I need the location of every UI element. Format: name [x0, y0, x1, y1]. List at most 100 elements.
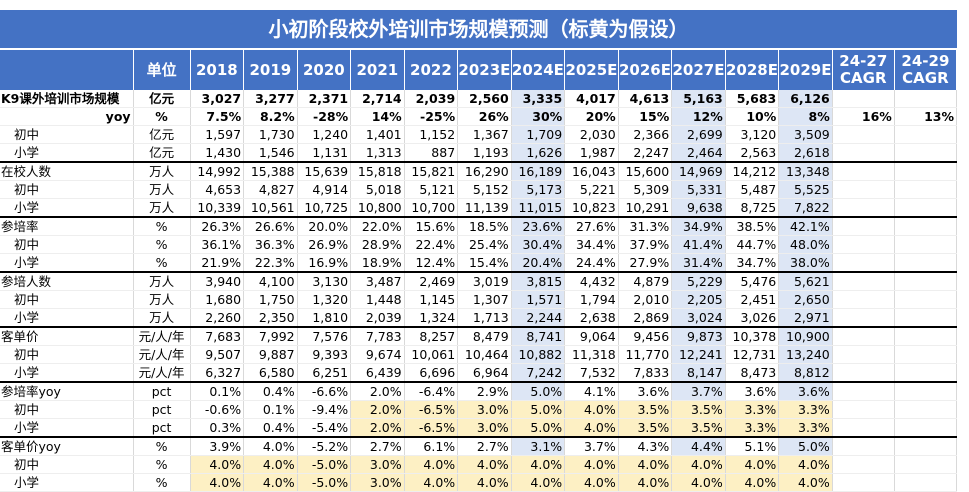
cagr-cell — [832, 180, 895, 199]
cagr-cell — [894, 180, 958, 199]
value-cell: 8% — [778, 107, 833, 126]
value-cell: 4,432 — [564, 271, 619, 291]
value-cell: 2,247 — [618, 143, 673, 163]
value-cell: 2,366 — [618, 125, 673, 144]
value-cell: 4.0% — [671, 473, 726, 492]
table-row: 初中 万人 1,680 1,750 1,320 1,448 1,145 1,307 1,571 1… — [0, 290, 958, 309]
unit-cell: % — [133, 235, 191, 254]
unit-cell: 亿元 — [133, 143, 191, 163]
value-cell: 4.0% — [725, 455, 780, 474]
value-cell: 4.0% — [243, 455, 298, 474]
value-cell: 3,277 — [243, 90, 298, 108]
cagr-cell — [894, 125, 958, 144]
row-label: 在校人数 — [0, 161, 134, 181]
value-cell: 9,887 — [243, 345, 298, 364]
value-cell: 5,018 — [350, 180, 405, 199]
value-cell: 15,639 — [297, 161, 352, 181]
value-cell: -25% — [404, 107, 459, 126]
header-row: 单位 2018 2019 2020 2021 2022 2023E 2024E 2025E 202… — [0, 50, 958, 90]
value-cell: 1,152 — [404, 125, 459, 144]
value-cell: 8,741 — [511, 326, 566, 346]
cagr-cell — [894, 308, 958, 328]
value-cell: 5,152 — [457, 180, 512, 199]
value-cell: 4.0% — [618, 473, 673, 492]
value-cell: 5,331 — [671, 180, 726, 199]
value-cell: 34.4% — [564, 235, 619, 254]
table-row: 初中 元/人/年 9,507 9,887 9,393 9,674 10,061 10,464 1… — [0, 345, 958, 364]
cagr-cell — [832, 216, 895, 236]
value-cell: 8,257 — [404, 326, 459, 346]
header-cell: 2022 — [404, 50, 459, 90]
value-cell: 12% — [671, 107, 726, 126]
value-cell: 3,487 — [350, 271, 405, 291]
value-cell: 2,464 — [671, 143, 726, 163]
value-cell: 1,320 — [297, 290, 352, 309]
value-cell: 1,131 — [297, 143, 352, 163]
value-cell: 9,674 — [350, 345, 405, 364]
value-cell: 4.0% — [511, 473, 566, 492]
value-cell: 16,189 — [511, 161, 566, 181]
value-cell: 1,626 — [511, 143, 566, 163]
value-cell: 887 — [404, 143, 459, 163]
value-cell: 4.0% — [243, 436, 298, 456]
value-cell: 1,597 — [190, 125, 245, 144]
cagr-cell — [894, 235, 958, 254]
value-cell: 3.3% — [778, 400, 833, 419]
value-cell: 3.6% — [618, 381, 673, 401]
value-cell: 14,969 — [671, 161, 726, 181]
value-cell: 4,100 — [243, 271, 298, 291]
table-row: 参培率yoy pct 0.1% 0.4% -6.6% 2.0% -6.4% 2.9% 5.0% 4… — [0, 381, 958, 401]
value-cell: 2,971 — [778, 308, 833, 328]
value-cell: 1,730 — [243, 125, 298, 144]
value-cell: 15% — [618, 107, 673, 126]
row-label: 客单价yoy — [0, 436, 134, 456]
cagr-cell — [894, 436, 958, 456]
value-cell: 7.5% — [190, 107, 245, 126]
value-cell: 2,650 — [778, 290, 833, 309]
value-cell: 4.0% — [190, 455, 245, 474]
value-cell: 3.7% — [564, 436, 619, 456]
cagr-cell — [832, 326, 895, 346]
value-cell: -6.5% — [404, 418, 459, 438]
value-cell: 3.0% — [457, 418, 512, 438]
table-row: 客单价yoy% 3.9% 4.0% -5.2% 2.7% 6.1% 2.7% 3.1% 3.7%… — [0, 436, 958, 456]
value-cell: 5,221 — [564, 180, 619, 199]
table-row: 小学 元/人/年 6,327 6,580 6,251 6,439 6,696 6,964 7,2… — [0, 363, 958, 383]
cagr-cell — [894, 326, 958, 346]
value-cell: 6,327 — [190, 363, 245, 383]
cagr-cell — [894, 216, 958, 236]
header-cell: 2027E — [671, 50, 726, 90]
row-label: 小学 — [0, 308, 134, 328]
value-cell: 1,571 — [511, 290, 566, 309]
value-cell: 30.4% — [511, 235, 566, 254]
header-cell: 2029E — [778, 50, 833, 90]
value-cell: 4.0% — [457, 473, 512, 492]
value-cell: 20.0% — [297, 216, 352, 236]
value-cell: -5.4% — [297, 418, 352, 438]
value-cell: 3,026 — [725, 308, 780, 328]
value-cell: 5,163 — [671, 90, 726, 108]
row-label: 参培率yoy — [0, 381, 134, 401]
row-label: 小学 — [0, 418, 134, 438]
value-cell: -6.6% — [297, 381, 352, 401]
header-cell: 24-29 CAGR — [894, 50, 958, 90]
value-cell: 4.0% — [404, 473, 459, 492]
value-cell: 15,388 — [243, 161, 298, 181]
value-cell: 3,024 — [671, 308, 726, 328]
value-cell: 2,260 — [190, 308, 245, 328]
value-cell: 6.1% — [404, 436, 459, 456]
row-label: yoy — [0, 107, 134, 126]
value-cell: 2,244 — [511, 308, 566, 328]
value-cell: 7,242 — [511, 363, 566, 383]
unit-cell: % — [133, 216, 191, 236]
table-row: 小学% 4.0% 4.0% -5.0% 3.0% 4.0% 4.0% 4.0% 4.0% 4.0%… — [0, 473, 958, 492]
value-cell: 2,869 — [618, 308, 673, 328]
table-row: 小学% 21.9% 22.3% 16.9% 18.9% 12.4% 15.4% 20.4% 24… — [0, 253, 958, 273]
value-cell: 1,145 — [404, 290, 459, 309]
value-cell: 9,507 — [190, 345, 245, 364]
value-cell: 1,313 — [350, 143, 405, 163]
unit-cell: 万人 — [133, 180, 191, 199]
sheet: 小初阶段校外培训市场规模预测（标黄为假设） 单位 2018 2019 2020 2021… — [0, 10, 958, 492]
cagr-cell — [894, 198, 958, 218]
cagr-cell — [894, 381, 958, 401]
